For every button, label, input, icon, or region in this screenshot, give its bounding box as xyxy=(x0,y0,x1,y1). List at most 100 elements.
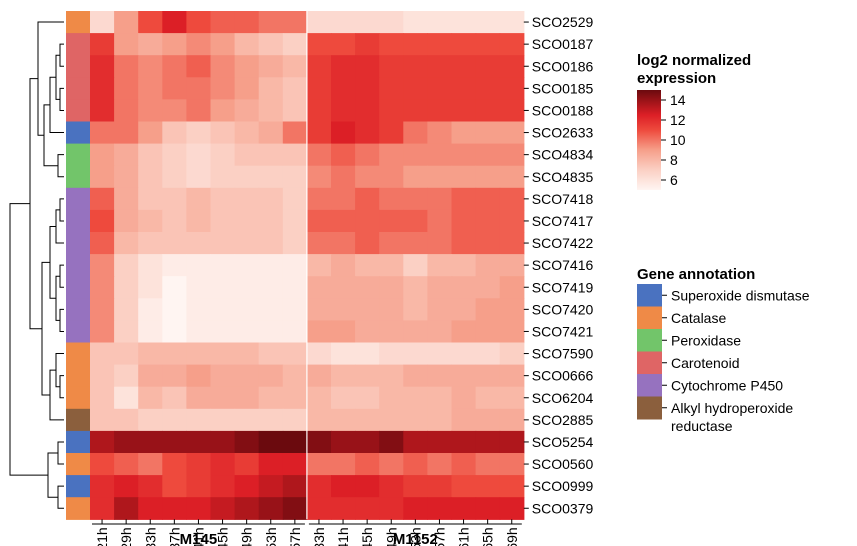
annotation-cell xyxy=(66,320,90,344)
heatmap-cell xyxy=(379,99,404,123)
heatmap-cell xyxy=(162,143,187,167)
heatmap-cell xyxy=(306,453,332,476)
heatmap-cell xyxy=(186,342,212,366)
column-label: 45h xyxy=(359,527,375,546)
color-scale-tick-label: 8 xyxy=(670,152,678,168)
heatmap-cell xyxy=(186,99,212,123)
heatmap-cell xyxy=(427,320,453,344)
heatmap-cell xyxy=(403,430,428,454)
heatmap-cell xyxy=(210,453,236,476)
heatmap-cell xyxy=(475,209,501,233)
heatmap-cell xyxy=(258,121,284,145)
heatmap-cell xyxy=(451,430,477,454)
heatmap-cell xyxy=(186,209,212,233)
annotation-cell xyxy=(66,165,90,189)
heatmap-cell xyxy=(331,320,356,344)
heatmap-cell xyxy=(475,430,501,454)
heatmap-cell xyxy=(210,342,236,366)
heatmap-cell xyxy=(138,408,163,432)
heatmap-cell xyxy=(403,320,428,344)
heatmap-cell xyxy=(114,475,139,498)
heatmap-cell xyxy=(234,209,260,233)
heatmap-cell xyxy=(258,386,284,410)
heatmap-cell xyxy=(403,77,428,100)
heatmap-cell xyxy=(162,254,187,277)
heatmap-cell xyxy=(379,55,404,78)
heatmap-cell xyxy=(282,475,308,498)
heatmap-cell xyxy=(451,298,477,321)
heatmap-cell xyxy=(186,11,212,34)
heatmap-cell xyxy=(475,121,501,145)
annotation-cell xyxy=(66,187,90,211)
heatmap-cell xyxy=(186,55,212,78)
heatmap-cell xyxy=(427,475,453,498)
heatmap-cell xyxy=(475,165,501,189)
row-label: SCO4834 xyxy=(532,147,594,163)
heatmap-cell xyxy=(162,165,187,189)
heatmap-cell xyxy=(306,475,332,498)
heatmap-cell xyxy=(114,143,139,167)
dendrogram-branch xyxy=(57,154,64,178)
row-label: SCO0187 xyxy=(532,36,594,52)
annotation-cell xyxy=(66,364,90,388)
heatmap-cell xyxy=(331,497,356,520)
dendrogram-branch xyxy=(29,78,42,330)
annotation-cell xyxy=(66,408,90,432)
heatmap-cell xyxy=(306,320,332,344)
heatmap-cell xyxy=(186,232,212,255)
annotation-cell xyxy=(66,99,90,123)
dendrogram-branch xyxy=(9,203,48,476)
heatmap-cell xyxy=(427,276,453,299)
heatmap-cell xyxy=(258,55,284,78)
heatmap-cell xyxy=(258,497,284,520)
heatmap-cell xyxy=(355,364,380,388)
heatmap-cell xyxy=(138,497,163,520)
column-label: 61h xyxy=(456,527,472,546)
heatmap-cell xyxy=(258,364,284,388)
heatmap-cell xyxy=(331,254,356,277)
annotation-cell xyxy=(66,121,90,145)
heatmap-cell xyxy=(499,430,525,454)
heatmap-cell xyxy=(355,408,380,432)
heatmap-cell xyxy=(499,187,525,211)
heatmap-cell xyxy=(186,254,212,277)
heatmap-cell xyxy=(475,453,501,476)
annotation-legend-swatch xyxy=(637,306,662,330)
annotation-legend-label: Catalase xyxy=(671,310,726,326)
heatmap-cell xyxy=(427,121,453,145)
annotation-legend-swatch xyxy=(637,396,662,420)
heatmap-cell xyxy=(499,408,525,432)
heatmap-cell xyxy=(451,187,477,211)
heatmap-cell xyxy=(138,430,163,454)
heatmap-cell xyxy=(499,320,525,344)
heatmap-cell xyxy=(258,453,284,476)
heatmap-cell xyxy=(331,298,356,321)
heatmap-cell xyxy=(210,430,236,454)
heatmap-cell xyxy=(282,497,308,520)
heatmap-cell xyxy=(282,77,308,100)
heatmap-cell xyxy=(306,430,332,454)
heatmap-cell xyxy=(210,77,236,100)
row-label: SCO0379 xyxy=(532,500,594,516)
color-scale-bar xyxy=(637,90,661,190)
heatmap-cell xyxy=(282,453,308,476)
heatmap-cell xyxy=(234,364,260,388)
heatmap-cell xyxy=(210,408,236,432)
heatmap-cell xyxy=(90,475,115,498)
heatmap-cell xyxy=(138,11,163,34)
heatmap-cell xyxy=(306,408,332,432)
dendrogram-branch xyxy=(59,375,64,399)
row-label: SCO7418 xyxy=(532,191,594,207)
heatmap-cell xyxy=(186,143,212,167)
heatmap-cell xyxy=(475,475,501,498)
heatmap-cell xyxy=(258,430,284,454)
dendrogram-branch xyxy=(59,308,64,332)
annotation-legend-swatch xyxy=(637,374,662,397)
heatmap-cell xyxy=(451,11,477,34)
heatmap-cell xyxy=(403,475,428,498)
heatmap-cell xyxy=(282,187,308,211)
annotation-cell xyxy=(66,475,90,498)
heatmap-cell xyxy=(451,276,477,299)
heatmap-cell xyxy=(451,364,477,388)
